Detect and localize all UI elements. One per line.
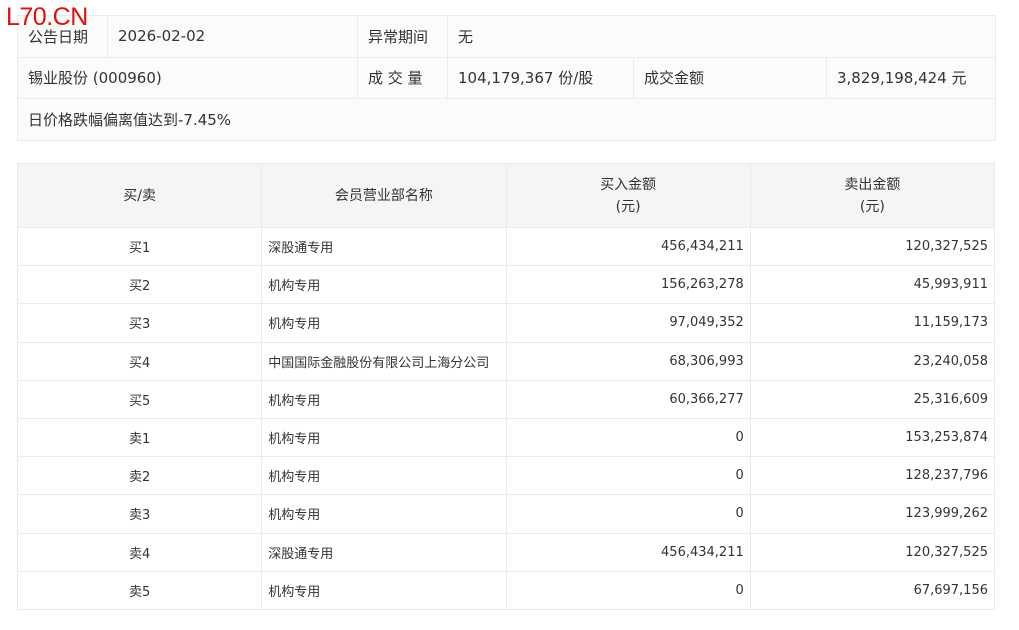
branch-name-cell: 机构专用 <box>261 494 507 534</box>
table-row: 买5 机构专用 60,366,277 25,316,609 <box>16 379 996 419</box>
branch-name-cell: 机构专用 <box>261 417 507 458</box>
table-row: 买3 机构专用 97,049,352 11,159,173 <box>16 303 996 343</box>
sell-amount-cell: 120,327,525 <box>749 226 996 267</box>
table-row: 卖5 机构专用 0 67,697,156 <box>16 570 996 610</box>
table-row: 买4 中国国际金融股份有限公司上海分公司 68,306,993 23,240,058 <box>16 341 996 381</box>
side-cell: 买1 <box>16 226 263 267</box>
side-cell: 卖4 <box>16 532 263 572</box>
side-cell: 卖2 <box>16 456 263 496</box>
site-logo: L70.CN <box>6 3 88 31</box>
sell-amount-cell: 25,316,609 <box>749 379 996 419</box>
header-buy-amount: 买入金额 (元) <box>505 163 751 228</box>
side-cell: 买3 <box>16 303 263 343</box>
branch-name-cell: 深股通专用 <box>261 226 507 267</box>
amount-label: 成交金额 <box>633 56 827 99</box>
sell-amount-cell: 11,159,173 <box>749 303 996 343</box>
sell-amount-cell: 45,993,911 <box>749 265 996 305</box>
reason-text: 日价格跌幅偏离值达到-7.45% <box>16 98 997 141</box>
buy-amount-cell: 97,049,352 <box>505 303 751 343</box>
table-row: 卖3 机构专用 0 123,999,262 <box>16 494 996 534</box>
date-value: 2026-02-02 <box>107 15 358 58</box>
branch-name-cell: 机构专用 <box>261 303 507 343</box>
buy-amount-cell: 456,434,211 <box>505 226 751 267</box>
volume-label: 成 交 量 <box>357 56 448 99</box>
side-cell: 买2 <box>16 265 263 305</box>
stock-name: 锡业股份 (000960) <box>17 56 358 99</box>
buy-amount-cell: 0 <box>505 456 751 496</box>
header-sell-amount: 卖出金额 (元) <box>749 163 996 228</box>
sell-amount-cell: 23,240,058 <box>749 341 996 381</box>
sell-amount-cell: 67,697,156 <box>749 570 996 610</box>
buy-amount-cell: 156,263,278 <box>505 265 751 305</box>
buy-amount-cell: 456,434,211 <box>505 532 751 572</box>
sell-amount-cell: 128,237,796 <box>749 456 996 496</box>
buy-amount-cell: 68,306,993 <box>505 341 751 381</box>
trading-detail-table: 买/卖 会员营业部名称 买入金额 (元) 卖出金额 (元) 买1 深股通专用 456,43… <box>16 163 996 610</box>
announcement-info-table: 公告日期 2026-02-02 异常期间 无 锡业股份 (000960) 成 交… <box>16 15 997 141</box>
branch-name-cell: 机构专用 <box>261 265 507 305</box>
sell-amount-cell: 120,327,525 <box>749 532 996 572</box>
period-value: 无 <box>446 15 997 58</box>
buy-amount-cell: 60,366,277 <box>505 379 751 419</box>
side-cell: 卖5 <box>16 570 263 610</box>
table-row: 卖4 深股通专用 456,434,211 120,327,525 <box>16 532 996 572</box>
buy-amount-cell: 0 <box>505 570 751 610</box>
branch-name-cell: 机构专用 <box>261 570 507 610</box>
period-label: 异常期间 <box>357 15 448 58</box>
header-branch-name: 会员营业部名称 <box>261 163 507 228</box>
side-cell: 买4 <box>16 341 263 381</box>
table-row: 买2 机构专用 156,263,278 45,993,911 <box>16 265 996 305</box>
side-cell: 卖3 <box>16 494 263 534</box>
buy-amount-cell: 0 <box>505 494 751 534</box>
date-label: 公告日期 <box>17 15 108 58</box>
header-side: 买/卖 <box>16 163 263 228</box>
volume-value: 104,179,367 份/股 <box>447 56 634 99</box>
side-cell: 卖1 <box>16 417 263 458</box>
branch-name-cell: 机构专用 <box>261 456 507 496</box>
amount-value: 3,829,198,424 元 <box>825 56 997 99</box>
side-cell: 买5 <box>16 379 263 419</box>
branch-name-cell: 机构专用 <box>261 379 507 419</box>
table-row: 卖1 机构专用 0 153,253,874 <box>16 417 996 458</box>
table-row: 卖2 机构专用 0 128,237,796 <box>16 456 996 496</box>
table-row: 买1 深股通专用 456,434,211 120,327,525 <box>16 226 996 267</box>
sell-amount-cell: 153,253,874 <box>749 417 996 458</box>
branch-name-cell: 中国国际金融股份有限公司上海分公司 <box>261 341 507 381</box>
sell-amount-cell: 123,999,262 <box>749 494 996 534</box>
buy-amount-cell: 0 <box>505 417 751 458</box>
branch-name-cell: 深股通专用 <box>261 532 507 572</box>
